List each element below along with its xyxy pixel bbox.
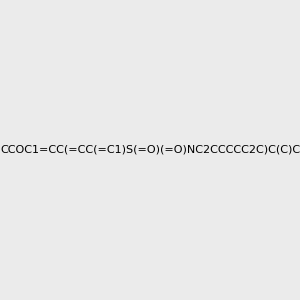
Text: CCOC1=CC(=CC(=C1)S(=O)(=O)NC2CCCCC2C)C(C)C: CCOC1=CC(=CC(=C1)S(=O)(=O)NC2CCCCC2C)C(C…	[0, 145, 300, 155]
